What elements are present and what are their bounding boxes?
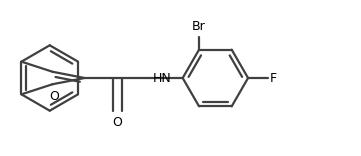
Text: F: F [269,71,277,85]
Text: O: O [49,90,59,103]
Text: HN: HN [153,71,171,85]
Text: Br: Br [192,20,206,33]
Text: O: O [112,116,122,129]
